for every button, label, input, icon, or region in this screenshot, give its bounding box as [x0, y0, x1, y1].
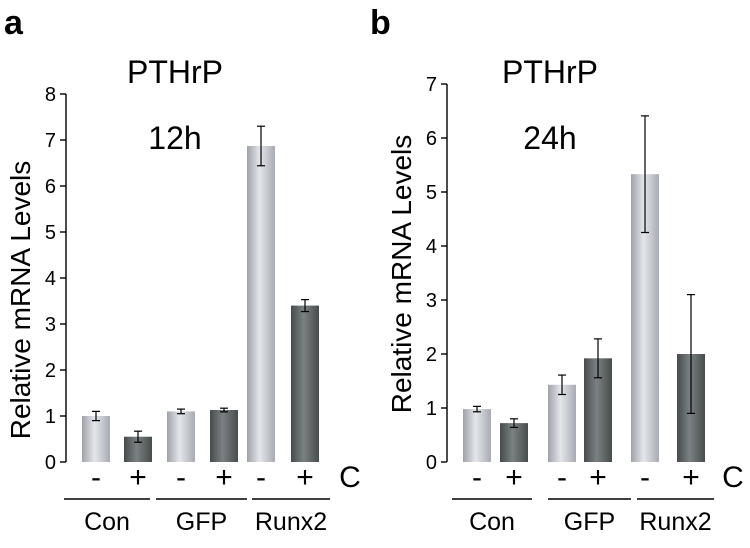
chart-b-title-line-1: PTHrP: [502, 54, 598, 90]
chart-b-condition-label: +: [682, 461, 700, 494]
chart-a-y-tick-label: 5: [45, 222, 56, 244]
panel-letter-b: b: [370, 4, 391, 42]
panel-b: b PTHrP 24h Relative mRNA Levels 0 1 2 3 4 5 6…: [370, 4, 744, 536]
chart-a-group-label: Con: [84, 508, 130, 536]
chart-a-bar-con-minus: [82, 416, 110, 462]
chart-b-condition-label: +: [505, 461, 523, 494]
chart-a-condition-label: +: [129, 461, 147, 494]
chart-a-condition-label: +: [215, 461, 233, 494]
chart-b-condition-label: -: [557, 461, 567, 494]
chart-a-y-tick-label: 7: [45, 130, 56, 152]
chart-b-error-bar: [558, 374, 566, 396]
chart-a-bar-gfp-minus: [167, 411, 195, 462]
chart-a-y-tick-label: 4: [45, 268, 56, 290]
panel-letter-a: a: [4, 4, 24, 42]
chart-a-condition-label: +: [296, 461, 314, 494]
chart-a-error-bar: [301, 299, 309, 313]
chart-a-error-bar: [134, 430, 142, 443]
chart-a-y-tick-label: 3: [45, 314, 56, 336]
chart-a-title-line-1: PTHrP: [127, 54, 223, 90]
chart-a-condition-label: -: [256, 461, 266, 494]
chart-a-bar-runx2-minus: [247, 145, 275, 463]
chart-b-y-tick-label: 0: [426, 452, 437, 474]
chart-a-group-label: Runx2: [255, 508, 327, 536]
chart-b-error-bar: [473, 405, 481, 413]
chart-b-title-line-2: 24h: [523, 120, 576, 156]
chart-b-error-bar: [687, 294, 695, 414]
chart-a-bar-gfp-plus: [210, 410, 238, 462]
chart-b-error-bar: [641, 115, 649, 234]
chart-a-error-bar: [257, 125, 265, 167]
chart-b-condition-axis-label: C: [722, 461, 744, 494]
chart-b-bar-gfp-minus: [548, 384, 576, 462]
chart-a-bar-runx2-plus: [291, 305, 319, 462]
chart-a-y-tick-label: 2: [45, 360, 56, 382]
chart-b-y-tick-label: 5: [426, 182, 437, 204]
panel-a: a PTHrP 12h Relative mRNA Levels 0 1 2 3 4 5 6…: [4, 4, 361, 536]
chart-b-condition-label: +: [589, 461, 607, 494]
chart-b-y-tick-label: 7: [426, 74, 437, 96]
chart-b-y-tick-label: 6: [426, 128, 437, 150]
chart-a-y-tick-label: 0: [45, 452, 56, 474]
chart-b-bar-con-minus: [463, 409, 491, 462]
chart-b-group-label: Runx2: [639, 508, 711, 536]
chart-b-y-tick-label: 2: [426, 344, 437, 366]
chart-b-group-label: Con: [469, 508, 515, 536]
chart-a-condition-label: -: [91, 461, 101, 494]
chart-a-error-bar: [92, 410, 100, 422]
chart-a-error-bar: [220, 407, 228, 413]
chart-b-y-axis-label: Relative mRNA Levels: [386, 135, 417, 414]
chart-a-title-line-2: 12h: [148, 120, 201, 156]
chart-a-group-label: GFP: [176, 508, 227, 536]
chart-b-condition-label: -: [472, 461, 482, 494]
chart-a-error-bar: [177, 408, 185, 415]
chart-a-y-tick-label: 8: [45, 84, 56, 106]
chart-b-y-tick-label: 4: [426, 236, 437, 258]
chart-b-group-label: GFP: [564, 508, 615, 536]
chart-a-y-tick-label: 6: [45, 176, 56, 198]
chart-b-bar-con-plus: [500, 423, 528, 462]
chart-b-error-bar: [594, 338, 602, 379]
chart-a-y-axis-label: Relative mRNA Levels: [5, 161, 36, 440]
chart-a-y-tick-label: 1: [45, 406, 56, 428]
chart-a-condition-label: -: [176, 461, 186, 494]
chart-b-error-bar: [510, 418, 518, 429]
chart-b-y-tick-label: 1: [426, 398, 437, 420]
chart-a-condition-axis-label: C: [339, 461, 361, 494]
chart-b-condition-label: -: [640, 461, 650, 494]
chart-b-y-tick-label: 3: [426, 290, 437, 312]
